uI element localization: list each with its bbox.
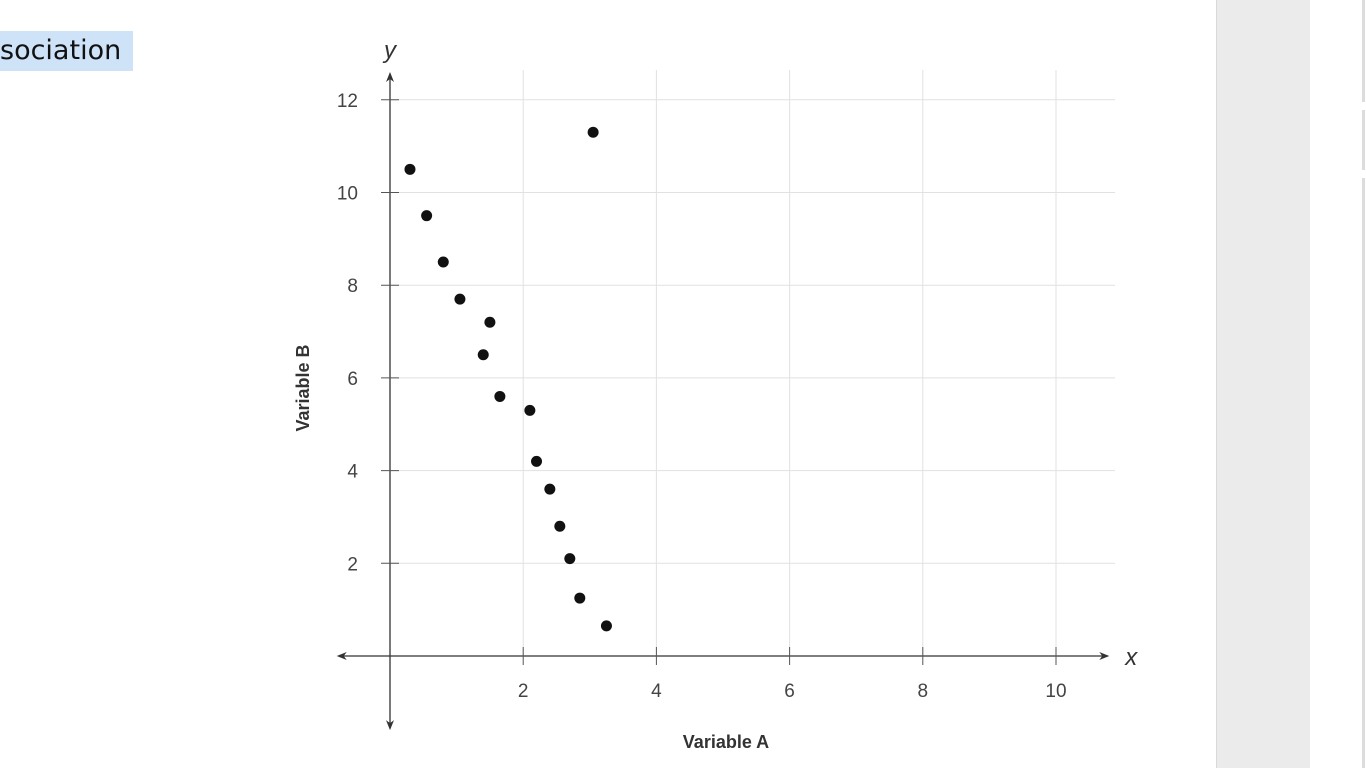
data-point <box>404 163 416 175</box>
edge-divider-top <box>1362 0 1365 102</box>
x-tick-label: 4 <box>651 681 662 702</box>
data-point <box>574 592 586 604</box>
x-tick-label: 10 <box>1045 681 1066 702</box>
edge-divider-mid <box>1362 110 1365 170</box>
x-tick-label: 8 <box>918 681 929 702</box>
data-point <box>564 553 576 565</box>
y-axis-arrow-up <box>386 71 394 82</box>
data-point <box>421 210 433 222</box>
scatter-plot: 2 4 6 8 10 2 4 6 8 10 12 x y Variable A Variable B <box>270 14 1170 768</box>
data-point <box>587 126 599 138</box>
y-axis-title: Variable B <box>293 344 313 431</box>
y-tick-label: 4 <box>347 462 358 483</box>
data-point <box>531 455 543 467</box>
data-point <box>494 390 506 402</box>
y-tick-label: 10 <box>337 184 358 205</box>
y-axis-arrow-down <box>386 720 394 731</box>
y-tick-label: 6 <box>347 369 358 390</box>
right-edge-area <box>1310 0 1366 768</box>
data-point <box>437 256 449 268</box>
data-point <box>544 483 556 495</box>
data-point <box>600 620 612 632</box>
x-tick-label: 2 <box>518 681 529 702</box>
x-axis-arrow-right <box>1099 652 1110 660</box>
x-tick-label: 6 <box>784 681 795 702</box>
x-axis-title: Variable A <box>683 732 769 752</box>
data-point <box>554 520 566 532</box>
data-point <box>484 316 496 328</box>
data-point <box>454 293 466 305</box>
y-axis-letter: y <box>382 37 398 64</box>
side-panel <box>1216 0 1311 768</box>
y-tick-label: 8 <box>347 276 358 297</box>
data-point <box>477 349 489 361</box>
x-axis-arrow-left <box>336 652 347 660</box>
scatter-plot-svg: 2 4 6 8 10 2 4 6 8 10 12 x y Variable A Variable B <box>293 37 1138 752</box>
y-tick-label: 12 <box>337 91 358 112</box>
edge-divider-bottom <box>1362 178 1365 768</box>
data-point <box>524 404 536 416</box>
y-tick-label: 2 <box>347 554 358 575</box>
question-text-fragment: sociation <box>0 31 134 71</box>
x-axis-letter: x <box>1124 644 1138 671</box>
